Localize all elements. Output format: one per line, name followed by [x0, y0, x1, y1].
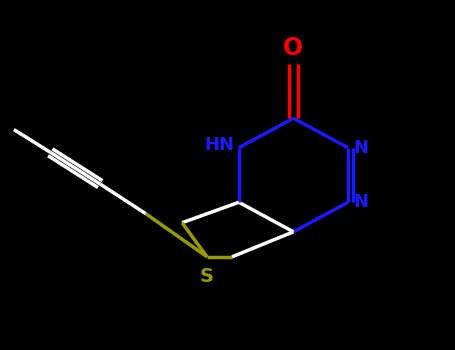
Text: S: S: [199, 267, 213, 286]
Text: N: N: [354, 139, 369, 157]
Text: HN: HN: [204, 136, 234, 154]
Text: O: O: [283, 36, 303, 60]
Text: N: N: [354, 193, 369, 211]
